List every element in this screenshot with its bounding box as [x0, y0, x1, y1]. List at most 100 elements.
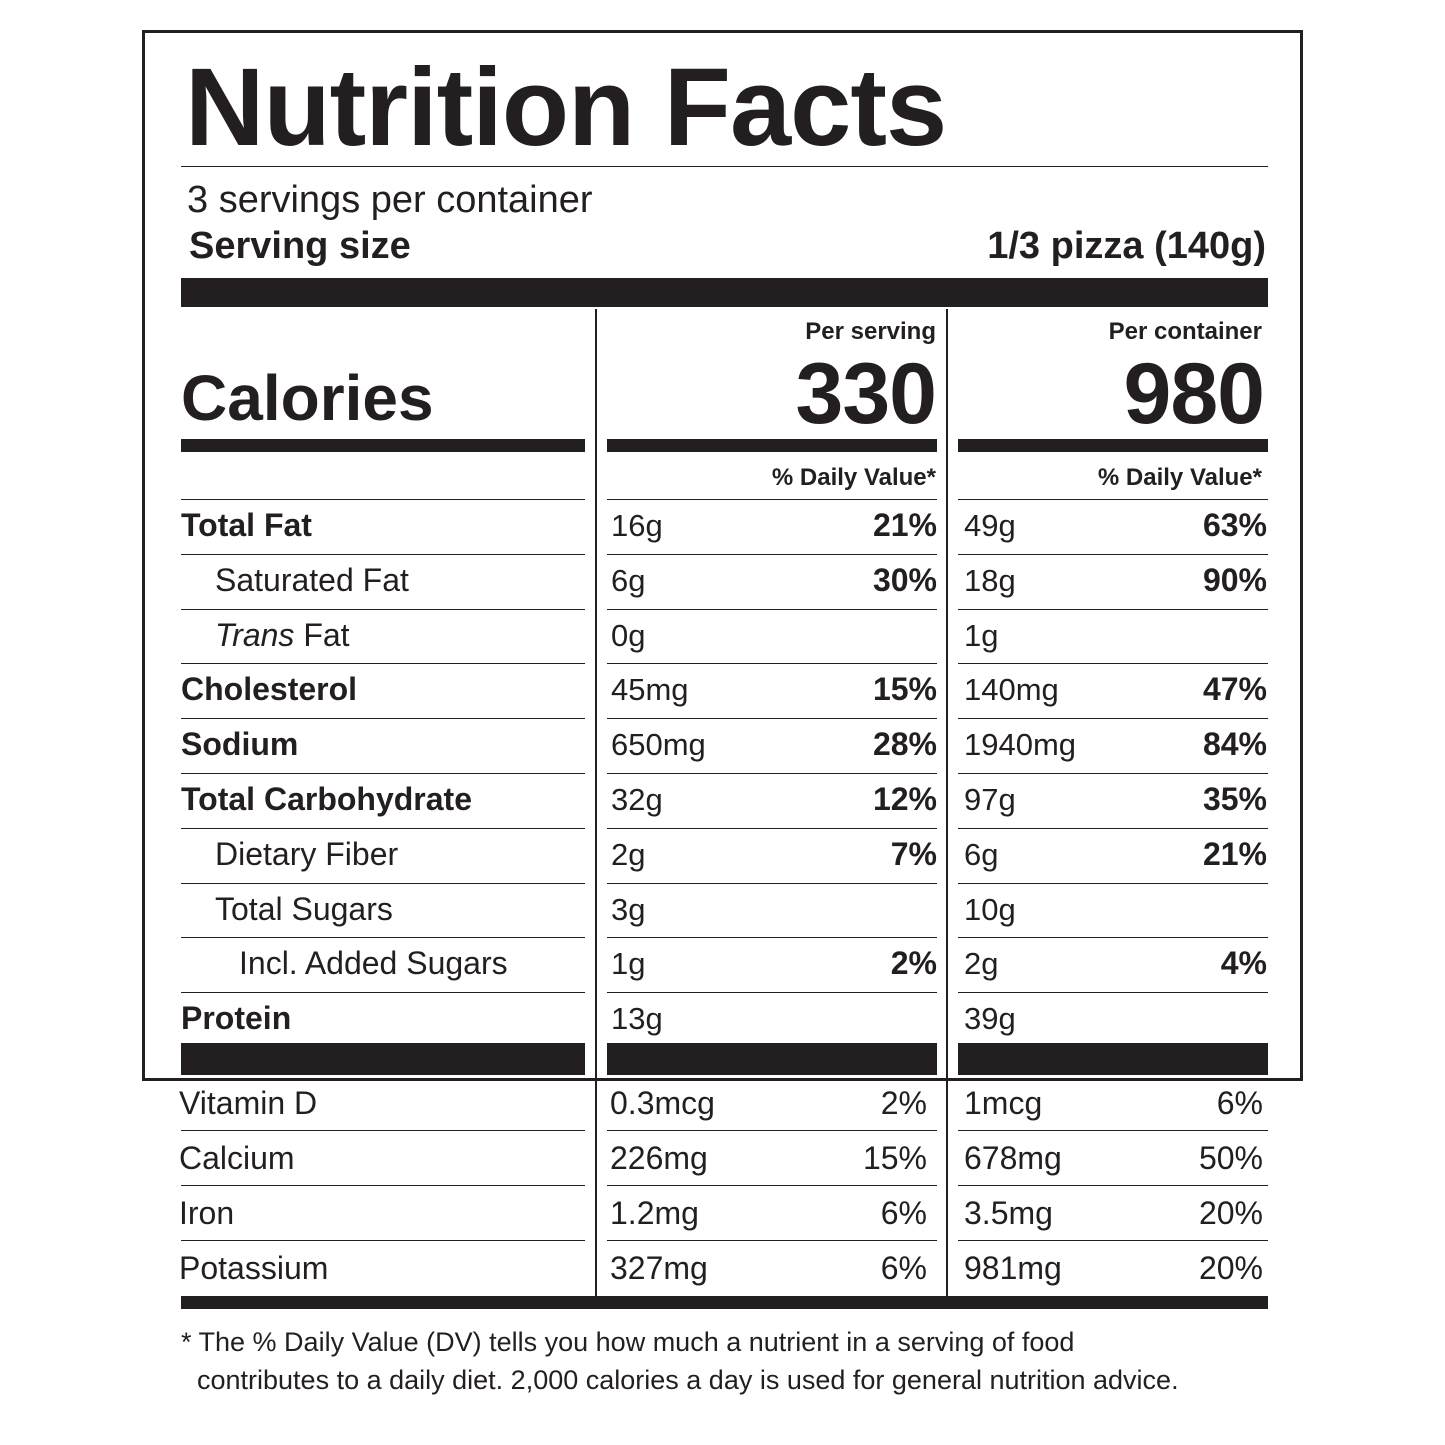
- row-divider: [607, 772, 937, 774]
- serving-amount: 6g: [611, 562, 646, 598]
- column-divider-serving: [595, 309, 597, 1297]
- row-divider: [958, 1240, 1268, 1241]
- daily-value-header-container: % Daily Value*: [1097, 464, 1262, 491]
- nutrient-name: Sodium: [181, 726, 299, 763]
- nutrient-row: Total Fat 16g 21% 49g 63%: [145, 500, 1300, 555]
- container-daily-value: 21%: [1202, 835, 1267, 872]
- nutrient-row: Total Carbohydrate 32g 12% 97g 35%: [145, 774, 1300, 829]
- row-divider: [181, 1185, 585, 1186]
- serving-amount: 13g: [611, 1001, 663, 1037]
- serving-amount: 3g: [611, 891, 646, 927]
- row-divider: [181, 772, 585, 774]
- container-daily-value: 20%: [1198, 1195, 1263, 1231]
- title-divider: [181, 166, 1268, 167]
- nutrient-name: Dietary Fiber: [215, 835, 399, 872]
- container-amount: 981mg: [964, 1250, 1062, 1286]
- container-amount: 1mcg: [964, 1085, 1043, 1121]
- calories-per-container: 980: [1123, 346, 1265, 442]
- container-amount: 10g: [964, 891, 1016, 927]
- footnote: * The % Daily Value (DV) tells you how m…: [181, 1323, 1179, 1399]
- container-amount: 6g: [964, 836, 999, 872]
- calories-bar-container: [958, 439, 1268, 452]
- nutrient-row: Incl. Added Sugars 1g 2% 2g 4%: [145, 938, 1300, 994]
- label-title: Nutrition Facts: [185, 46, 947, 169]
- row-divider: [958, 992, 1268, 994]
- row-divider: [607, 1185, 937, 1186]
- vitamin-name: Calcium: [179, 1140, 295, 1176]
- row-divider: [607, 499, 937, 500]
- container-daily-value: 4%: [1220, 945, 1267, 982]
- container-daily-value: 47%: [1202, 671, 1267, 708]
- row-divider: [181, 663, 585, 665]
- serving-amount: 650mg: [611, 727, 706, 763]
- row-divider: [607, 608, 937, 610]
- row-divider: [607, 882, 937, 884]
- footer-thick-divider: [181, 1296, 1268, 1309]
- serving-amount: 226mg: [610, 1140, 708, 1176]
- serving-thick-divider: [181, 278, 1268, 307]
- vitamin-name: Iron: [179, 1195, 235, 1231]
- row-divider: [607, 718, 937, 720]
- nutrient-name: Saturated Fat: [215, 561, 409, 598]
- container-amount: 1g: [964, 617, 999, 653]
- footnote-line-1: * The % Daily Value (DV) tells you how m…: [181, 1327, 1075, 1357]
- row-divider: [181, 882, 585, 884]
- row-divider: [958, 663, 1268, 665]
- nutrient-row: Cholesterol 45mg 15% 140mg 47%: [145, 664, 1300, 720]
- vitamin-bar-container: [958, 1043, 1268, 1075]
- serving-daily-value: 15%: [872, 671, 937, 708]
- container-amount: 3.5mg: [964, 1195, 1053, 1231]
- container-daily-value: 84%: [1202, 726, 1267, 763]
- column-divider-container: [946, 309, 948, 1297]
- row-divider: [958, 608, 1268, 610]
- calories-bar-label: [181, 439, 585, 452]
- nutrient-name: Incl. Added Sugars: [239, 945, 508, 982]
- serving-daily-value: 12%: [872, 781, 937, 817]
- nutrient-name: Total Carbohydrate: [181, 781, 472, 817]
- nutrient-name: Total Fat: [181, 507, 312, 543]
- nutrient-row: Protein 13g 39g: [145, 993, 1300, 1048]
- container-amount: 1940mg: [964, 727, 1077, 763]
- serving-amount: 45mg: [611, 672, 689, 708]
- row-divider: [958, 553, 1268, 555]
- serving-daily-value: 2%: [880, 1085, 927, 1121]
- container-daily-value: 20%: [1198, 1250, 1263, 1286]
- row-divider: [607, 553, 937, 555]
- row-divider: [607, 663, 937, 665]
- row-divider: [181, 937, 585, 939]
- nutrient-name: Total Sugars: [215, 890, 393, 927]
- per-container-header: Per container: [1108, 318, 1262, 345]
- vitamin-bar-label: [181, 1043, 585, 1075]
- container-daily-value: 63%: [1202, 507, 1267, 543]
- container-amount: 2g: [964, 946, 999, 982]
- serving-amount: 1g: [611, 946, 646, 982]
- serving-daily-value: 21%: [872, 507, 937, 543]
- row-divider: [607, 992, 937, 994]
- daily-value-header-serving: % Daily Value*: [771, 464, 936, 491]
- serving-daily-value: 6%: [880, 1195, 927, 1231]
- serving-daily-value: 28%: [872, 726, 937, 763]
- row-divider: [958, 1185, 1268, 1186]
- row-divider: [958, 1130, 1268, 1131]
- nutrient-name: Protein: [181, 1000, 292, 1037]
- nutrient-name-suffix: Fat: [294, 616, 350, 653]
- vitamin-bar-serving: [607, 1043, 937, 1075]
- row-divider: [181, 1240, 585, 1241]
- row-divider: [181, 1130, 585, 1131]
- vitamin-row: Iron 1.2mg 6% 3.5mg 20%: [145, 1186, 1300, 1241]
- row-divider: [958, 772, 1268, 774]
- container-amount: 18g: [964, 562, 1016, 598]
- nutrient-row: Trans Fat 0g 1g: [145, 610, 1300, 665]
- nutrient-row: Saturated Fat 6g 30% 18g 90%: [145, 555, 1300, 610]
- footnote-line-2: contributes to a daily diet. 2,000 calor…: [197, 1365, 1179, 1395]
- calories-bar-serving: [607, 439, 937, 452]
- nutrient-row: Sodium 650mg 28% 1940mg 84%: [145, 719, 1300, 774]
- container-amount: 678mg: [964, 1140, 1062, 1176]
- row-divider: [958, 827, 1268, 829]
- container-amount: 49g: [964, 508, 1016, 543]
- servings-per-container: 3 servings per container: [187, 179, 593, 221]
- row-divider: [607, 1240, 937, 1241]
- vitamin-row: Calcium 226mg 15% 678mg 50%: [145, 1131, 1300, 1186]
- row-divider: [958, 882, 1268, 884]
- container-daily-value: 6%: [1216, 1085, 1263, 1121]
